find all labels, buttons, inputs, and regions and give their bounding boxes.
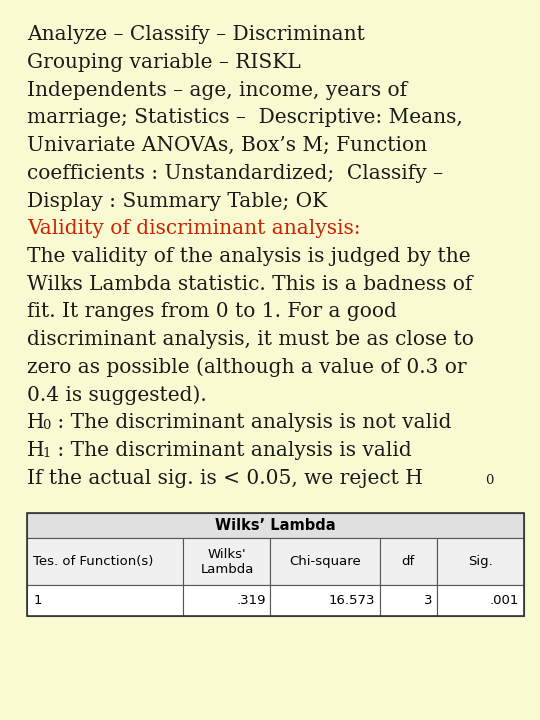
Text: Wilks Lambda statistic. This is a badness of: Wilks Lambda statistic. This is a badnes… [27, 274, 472, 294]
Text: 16.573: 16.573 [329, 594, 375, 607]
Bar [184, 585, 271, 616]
Text: Chi-square: Chi-square [289, 555, 361, 568]
Text: 0.4 is suggested).: 0.4 is suggested). [27, 385, 207, 405]
Bar [27, 513, 524, 538]
Bar [27, 538, 184, 585]
Text: : The discriminant analysis is valid: : The discriminant analysis is valid [51, 441, 411, 460]
Bar [184, 538, 271, 585]
Text: 1: 1 [33, 594, 42, 607]
Text: 3: 3 [424, 594, 433, 607]
Text: df: df [402, 555, 415, 568]
Text: fit. It ranges from 0 to 1. For a good: fit. It ranges from 0 to 1. For a good [27, 302, 397, 321]
Bar [437, 538, 524, 585]
Text: Analyze – Classify – Discriminant: Analyze – Classify – Discriminant [27, 25, 365, 44]
Text: Sig.: Sig. [468, 555, 492, 568]
Text: H: H [27, 441, 45, 460]
Text: 1: 1 [42, 446, 50, 460]
Text: Validity of discriminant analysis:: Validity of discriminant analysis: [27, 219, 361, 238]
Text: .001: .001 [490, 594, 519, 607]
Text: Wilks’ Lambda: Wilks’ Lambda [215, 518, 336, 533]
Text: discriminant analysis, it must be as close to: discriminant analysis, it must be as clo… [27, 330, 474, 349]
Text: The validity of the analysis is judged by the: The validity of the analysis is judged b… [27, 247, 471, 266]
Text: H: H [27, 413, 45, 432]
Text: Independents – age, income, years of: Independents – age, income, years of [27, 81, 407, 99]
Text: 0: 0 [42, 419, 51, 432]
Text: 0: 0 [485, 474, 494, 487]
Text: Wilks'
Lambda: Wilks' Lambda [200, 548, 254, 575]
Text: zero as possible (although a value of 0.3 or: zero as possible (although a value of 0.… [27, 358, 467, 377]
Bar [380, 585, 437, 616]
Text: If the actual sig. is < 0.05, we reject H: If the actual sig. is < 0.05, we reject … [27, 469, 423, 487]
Text: Tes. of Function(s): Tes. of Function(s) [33, 555, 154, 568]
Text: Univariate ANOVAs, Box’s M; Function: Univariate ANOVAs, Box’s M; Function [27, 136, 427, 155]
Text: : The discriminant analysis is not valid: : The discriminant analysis is not valid [51, 413, 451, 432]
Text: coefficients : Unstandardized;  Classify –: coefficients : Unstandardized; Classify … [27, 163, 443, 183]
Bar [271, 585, 380, 616]
Bar [437, 585, 524, 616]
Text: Grouping variable – RISKL: Grouping variable – RISKL [27, 53, 301, 72]
Bar [271, 538, 380, 585]
Text: .319: .319 [237, 594, 266, 607]
Text: Display : Summary Table; OK: Display : Summary Table; OK [27, 192, 327, 210]
Text: marriage; Statistics –  Descriptive: Means,: marriage; Statistics – Descriptive: Mean… [27, 108, 463, 127]
Bar [27, 585, 184, 616]
Bar [27, 513, 524, 616]
Bar [380, 538, 437, 585]
